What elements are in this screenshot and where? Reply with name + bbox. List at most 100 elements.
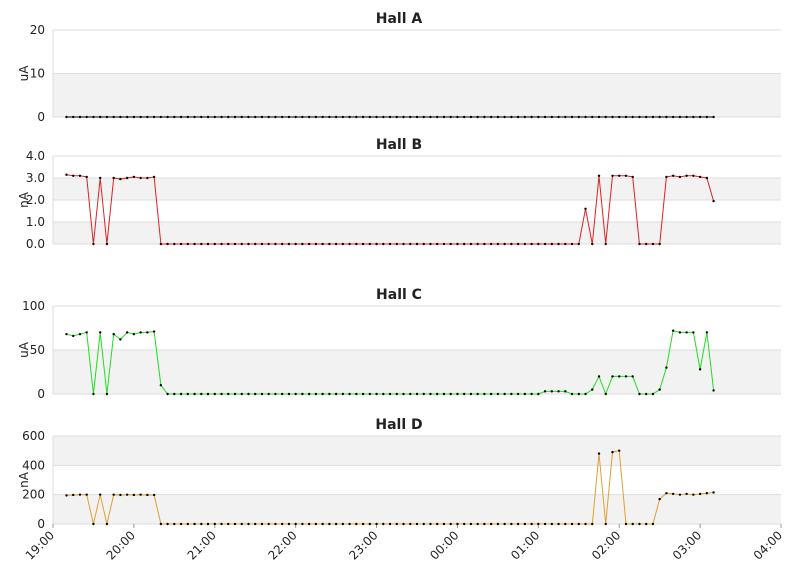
data-point <box>240 522 243 526</box>
data-point <box>442 522 446 526</box>
data-point <box>469 242 473 246</box>
data-point <box>321 115 324 119</box>
data-point <box>415 115 419 119</box>
y-tick-label: 400 <box>22 458 45 472</box>
data-point <box>368 522 372 526</box>
data-point <box>644 115 648 119</box>
data-point <box>193 392 196 396</box>
data-point <box>328 115 331 119</box>
data-point <box>193 522 196 526</box>
data-point <box>597 174 601 177</box>
data-point <box>119 115 122 119</box>
data-point <box>550 115 554 119</box>
data-point <box>712 115 715 119</box>
data-point <box>483 522 486 526</box>
data-point <box>510 522 513 526</box>
data-point <box>294 115 297 119</box>
data-point <box>112 332 115 336</box>
data-point <box>206 242 210 246</box>
data-point <box>449 522 452 526</box>
data-point <box>294 242 297 246</box>
data-point <box>361 115 365 119</box>
data-point <box>166 392 169 396</box>
data-point <box>550 522 554 526</box>
data-point <box>631 522 634 526</box>
data-point <box>139 493 142 496</box>
data-point <box>247 392 250 396</box>
data-point <box>152 115 156 119</box>
data-point <box>260 522 264 526</box>
data-point <box>409 392 412 396</box>
data-point <box>78 493 82 496</box>
data-point <box>132 115 136 119</box>
data-point <box>577 522 580 526</box>
data-point <box>496 115 500 119</box>
x-tick-label: 03:00 <box>670 528 704 562</box>
data-point <box>388 242 392 246</box>
data-point <box>375 522 378 526</box>
data-point <box>476 115 479 119</box>
data-point <box>698 492 702 496</box>
data-point <box>227 115 230 119</box>
data-point <box>307 392 311 396</box>
data-point <box>685 492 688 496</box>
data-point <box>604 522 607 526</box>
data-point <box>348 115 351 119</box>
x-tick-label: 23:00 <box>346 528 380 562</box>
data-point <box>254 392 257 396</box>
data-point <box>658 115 661 119</box>
data-point <box>200 522 203 526</box>
panel-title: Hall C <box>376 287 422 303</box>
data-point <box>213 522 216 526</box>
data-point <box>409 115 412 119</box>
data-point <box>442 242 446 246</box>
data-point <box>247 242 250 246</box>
y-axis-label: uA <box>17 65 31 82</box>
data-point <box>543 115 547 119</box>
y-tick-label: 600 <box>22 429 45 443</box>
data-point <box>449 392 452 396</box>
data-point <box>436 522 439 526</box>
data-point <box>220 392 223 396</box>
data-point <box>510 392 513 396</box>
data-point <box>523 522 527 526</box>
data-point <box>85 175 88 179</box>
data-point <box>685 174 688 177</box>
data-point <box>368 242 372 246</box>
data-point <box>543 242 547 246</box>
data-point <box>577 242 580 246</box>
data-point <box>436 242 439 246</box>
data-point <box>348 522 351 526</box>
data-point <box>611 174 614 177</box>
data-point <box>678 331 682 334</box>
data-point <box>705 176 709 180</box>
data-point <box>233 392 237 396</box>
data-point <box>570 392 574 396</box>
data-point <box>658 497 661 501</box>
data-point <box>233 242 237 246</box>
data-point <box>671 174 675 177</box>
data-point <box>375 242 378 246</box>
data-point <box>78 115 82 119</box>
data-point <box>516 115 520 119</box>
data-point <box>301 115 304 119</box>
data-point <box>543 390 547 393</box>
data-point <box>213 392 216 396</box>
data-point <box>584 115 587 119</box>
data-point <box>658 242 661 246</box>
data-point <box>564 242 567 246</box>
data-point <box>193 242 196 246</box>
data-point <box>489 115 493 119</box>
data-point <box>530 392 533 396</box>
data-point <box>382 522 385 526</box>
data-point <box>388 392 392 396</box>
data-point <box>422 522 425 526</box>
data-point <box>483 392 486 396</box>
x-tick-label: 22:00 <box>265 528 299 562</box>
data-point <box>449 115 452 119</box>
y-tick-label: 0.0 <box>26 237 45 251</box>
data-point <box>240 115 243 119</box>
data-point <box>307 522 311 526</box>
data-point <box>631 375 634 378</box>
